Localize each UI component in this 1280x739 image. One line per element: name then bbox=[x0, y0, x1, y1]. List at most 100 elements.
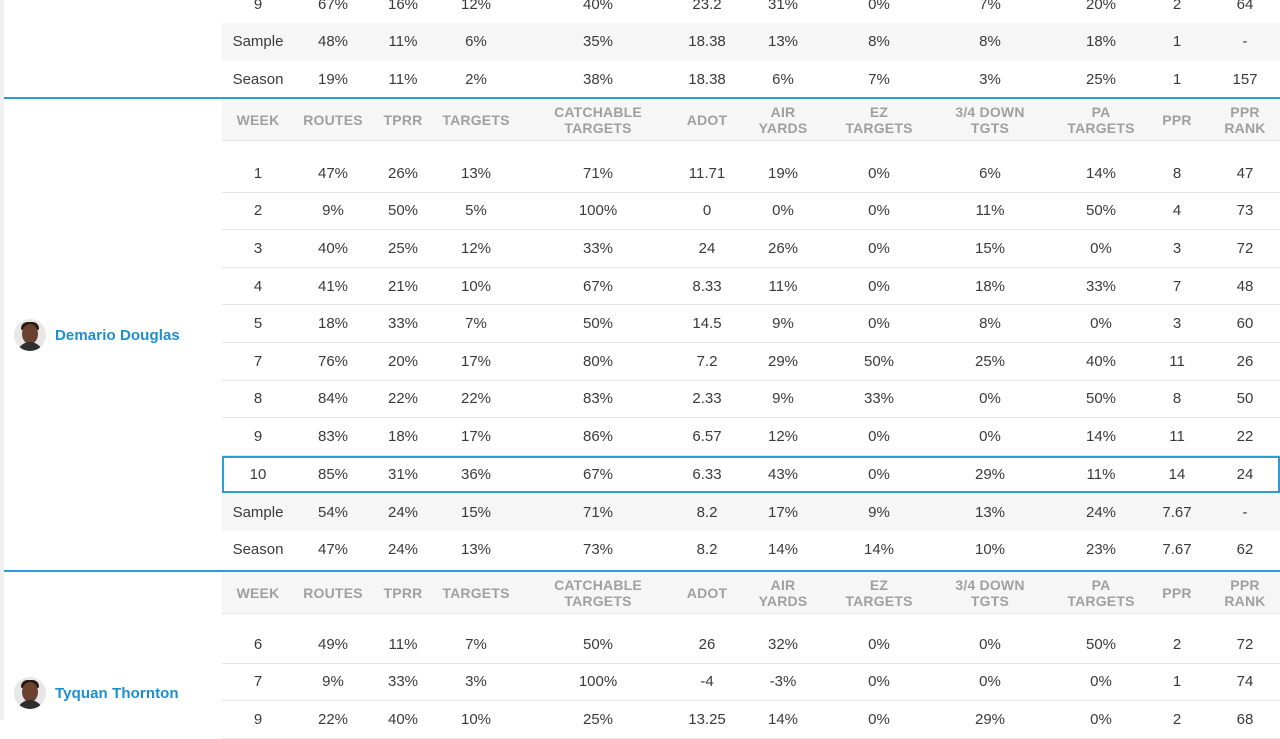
cell-col9: 23% bbox=[1085, 541, 1117, 559]
cell-col4: 33% bbox=[582, 239, 614, 257]
cell-week: 5 bbox=[253, 315, 263, 333]
column-header[interactable]: CATCHABLE TARGETS bbox=[554, 576, 642, 609]
cell-col3: 2% bbox=[465, 71, 487, 89]
cell-col10: 7.67 bbox=[1162, 503, 1192, 521]
player-player2[interactable]: Tyquan Thornton bbox=[14, 677, 179, 709]
cell-col2: 20% bbox=[387, 352, 419, 370]
cell-col8: 3% bbox=[979, 71, 1001, 89]
cell-col6: 14% bbox=[767, 710, 799, 728]
column-header[interactable]: PPR RANK bbox=[1224, 576, 1266, 609]
cell-col1: 19% bbox=[317, 71, 349, 89]
cell-col3: 17% bbox=[460, 352, 492, 370]
cell-week: 8 bbox=[253, 390, 263, 408]
column-header[interactable]: PPR bbox=[1162, 584, 1192, 601]
cell-col10: 11 bbox=[1169, 427, 1185, 445]
cell-col5: 14.5 bbox=[692, 315, 722, 333]
avatar-body bbox=[17, 700, 43, 709]
column-header[interactable]: TPRR bbox=[383, 584, 423, 601]
cell-col4: 71% bbox=[582, 503, 614, 521]
cell-week: Season bbox=[232, 541, 284, 559]
cell-col6: 6% bbox=[772, 71, 794, 89]
cell-col7: 7% bbox=[868, 71, 890, 89]
cell-col10: 2 bbox=[1172, 0, 1182, 13]
cell-col9: 20% bbox=[1085, 0, 1117, 13]
cell-col7: 50% bbox=[863, 352, 895, 370]
cell-col10: 14 bbox=[1168, 466, 1186, 484]
cell-week: 9 bbox=[253, 710, 263, 728]
cell-week: Season bbox=[232, 71, 284, 89]
cell-col9: 50% bbox=[1085, 635, 1117, 653]
cell-col8: 8% bbox=[979, 33, 1001, 51]
cell-col6: 13% bbox=[767, 33, 799, 51]
column-header[interactable]: ROUTES bbox=[303, 111, 363, 128]
cell-col1: 48% bbox=[317, 33, 349, 51]
column-header[interactable]: 3/4 DOWN TGTS bbox=[955, 103, 1025, 136]
column-header[interactable]: EZ TARGETS bbox=[845, 103, 913, 136]
cell-col11: 68 bbox=[1236, 710, 1254, 728]
cell-week: Sample bbox=[232, 33, 284, 51]
cell-col5: 8.2 bbox=[696, 541, 718, 559]
cell-col5: 6.57 bbox=[692, 427, 722, 445]
avatar-face bbox=[22, 682, 38, 702]
column-header[interactable]: TARGETS bbox=[442, 584, 510, 601]
cell-col9: 14% bbox=[1085, 164, 1117, 182]
cell-col11: 64 bbox=[1236, 0, 1254, 13]
cell-col5: 7.2 bbox=[696, 352, 718, 370]
column-header[interactable]: PPR bbox=[1162, 111, 1192, 128]
column-header[interactable]: ROUTES bbox=[303, 584, 363, 601]
cell-col8: 7% bbox=[979, 0, 1001, 13]
column-header[interactable]: CATCHABLE TARGETS bbox=[554, 103, 642, 136]
cell-col6: 9% bbox=[772, 390, 794, 408]
cell-col1: 54% bbox=[317, 503, 349, 521]
cell-col10: 1 bbox=[1172, 673, 1182, 691]
column-header[interactable]: 3/4 DOWN TGTS bbox=[955, 576, 1025, 609]
cell-col8: 6% bbox=[979, 164, 1001, 182]
cell-col10: 3 bbox=[1172, 239, 1182, 257]
cell-col9: 25% bbox=[1085, 71, 1117, 89]
cell-col4: 67% bbox=[582, 466, 614, 484]
cell-col3: 12% bbox=[460, 239, 492, 257]
cell-col7: 0% bbox=[868, 277, 890, 295]
cell-col4: 67% bbox=[582, 277, 614, 295]
cell-col1: 76% bbox=[317, 352, 349, 370]
cell-col9: 0% bbox=[1090, 315, 1112, 333]
cell-col3: 13% bbox=[460, 541, 492, 559]
cell-col4: 83% bbox=[582, 390, 614, 408]
cell-col3: 36% bbox=[460, 466, 492, 484]
cell-col1: 9% bbox=[322, 202, 344, 220]
cell-col3: 17% bbox=[460, 427, 492, 445]
cell-col7: 0% bbox=[868, 710, 890, 728]
column-header[interactable]: TARGETS bbox=[442, 111, 510, 128]
player-separator bbox=[4, 570, 1280, 572]
column-header[interactable]: PPR RANK bbox=[1224, 103, 1266, 136]
player-player1[interactable]: Demario Douglas bbox=[14, 319, 180, 351]
column-header[interactable]: EZ TARGETS bbox=[845, 576, 913, 609]
column-header[interactable]: ADOT bbox=[686, 584, 728, 601]
cell-col1: 41% bbox=[317, 277, 349, 295]
cell-col6: 32% bbox=[767, 635, 799, 653]
cell-col11: 60 bbox=[1236, 315, 1254, 333]
cell-col10: 11 bbox=[1169, 352, 1185, 370]
cell-col10: 1 bbox=[1172, 71, 1182, 89]
player-name[interactable]: Demario Douglas bbox=[55, 326, 180, 344]
cell-col1: 83% bbox=[317, 427, 349, 445]
cell-col9: 33% bbox=[1085, 277, 1117, 295]
column-header[interactable]: PA TARGETS bbox=[1067, 103, 1135, 136]
player-name[interactable]: Tyquan Thornton bbox=[55, 684, 179, 702]
column-header[interactable]: PA TARGETS bbox=[1067, 576, 1135, 609]
cell-col7: 8% bbox=[868, 33, 890, 51]
cell-col11: 22 bbox=[1236, 427, 1254, 445]
cell-col1: 85% bbox=[317, 466, 349, 484]
cell-col11: 50 bbox=[1236, 390, 1254, 408]
column-header[interactable]: AIR YARDS bbox=[758, 576, 808, 609]
cell-col5: 8.33 bbox=[692, 277, 722, 295]
column-header[interactable]: ADOT bbox=[686, 111, 728, 128]
cell-col11: 26 bbox=[1236, 352, 1254, 370]
cell-col6: 19% bbox=[767, 164, 799, 182]
cell-col11: 74 bbox=[1236, 673, 1254, 691]
cell-col5: 6.33 bbox=[692, 466, 722, 484]
column-header[interactable]: WEEK bbox=[236, 111, 280, 128]
column-header[interactable]: TPRR bbox=[383, 111, 423, 128]
column-header[interactable]: WEEK bbox=[236, 584, 280, 601]
column-header[interactable]: AIR YARDS bbox=[758, 103, 808, 136]
